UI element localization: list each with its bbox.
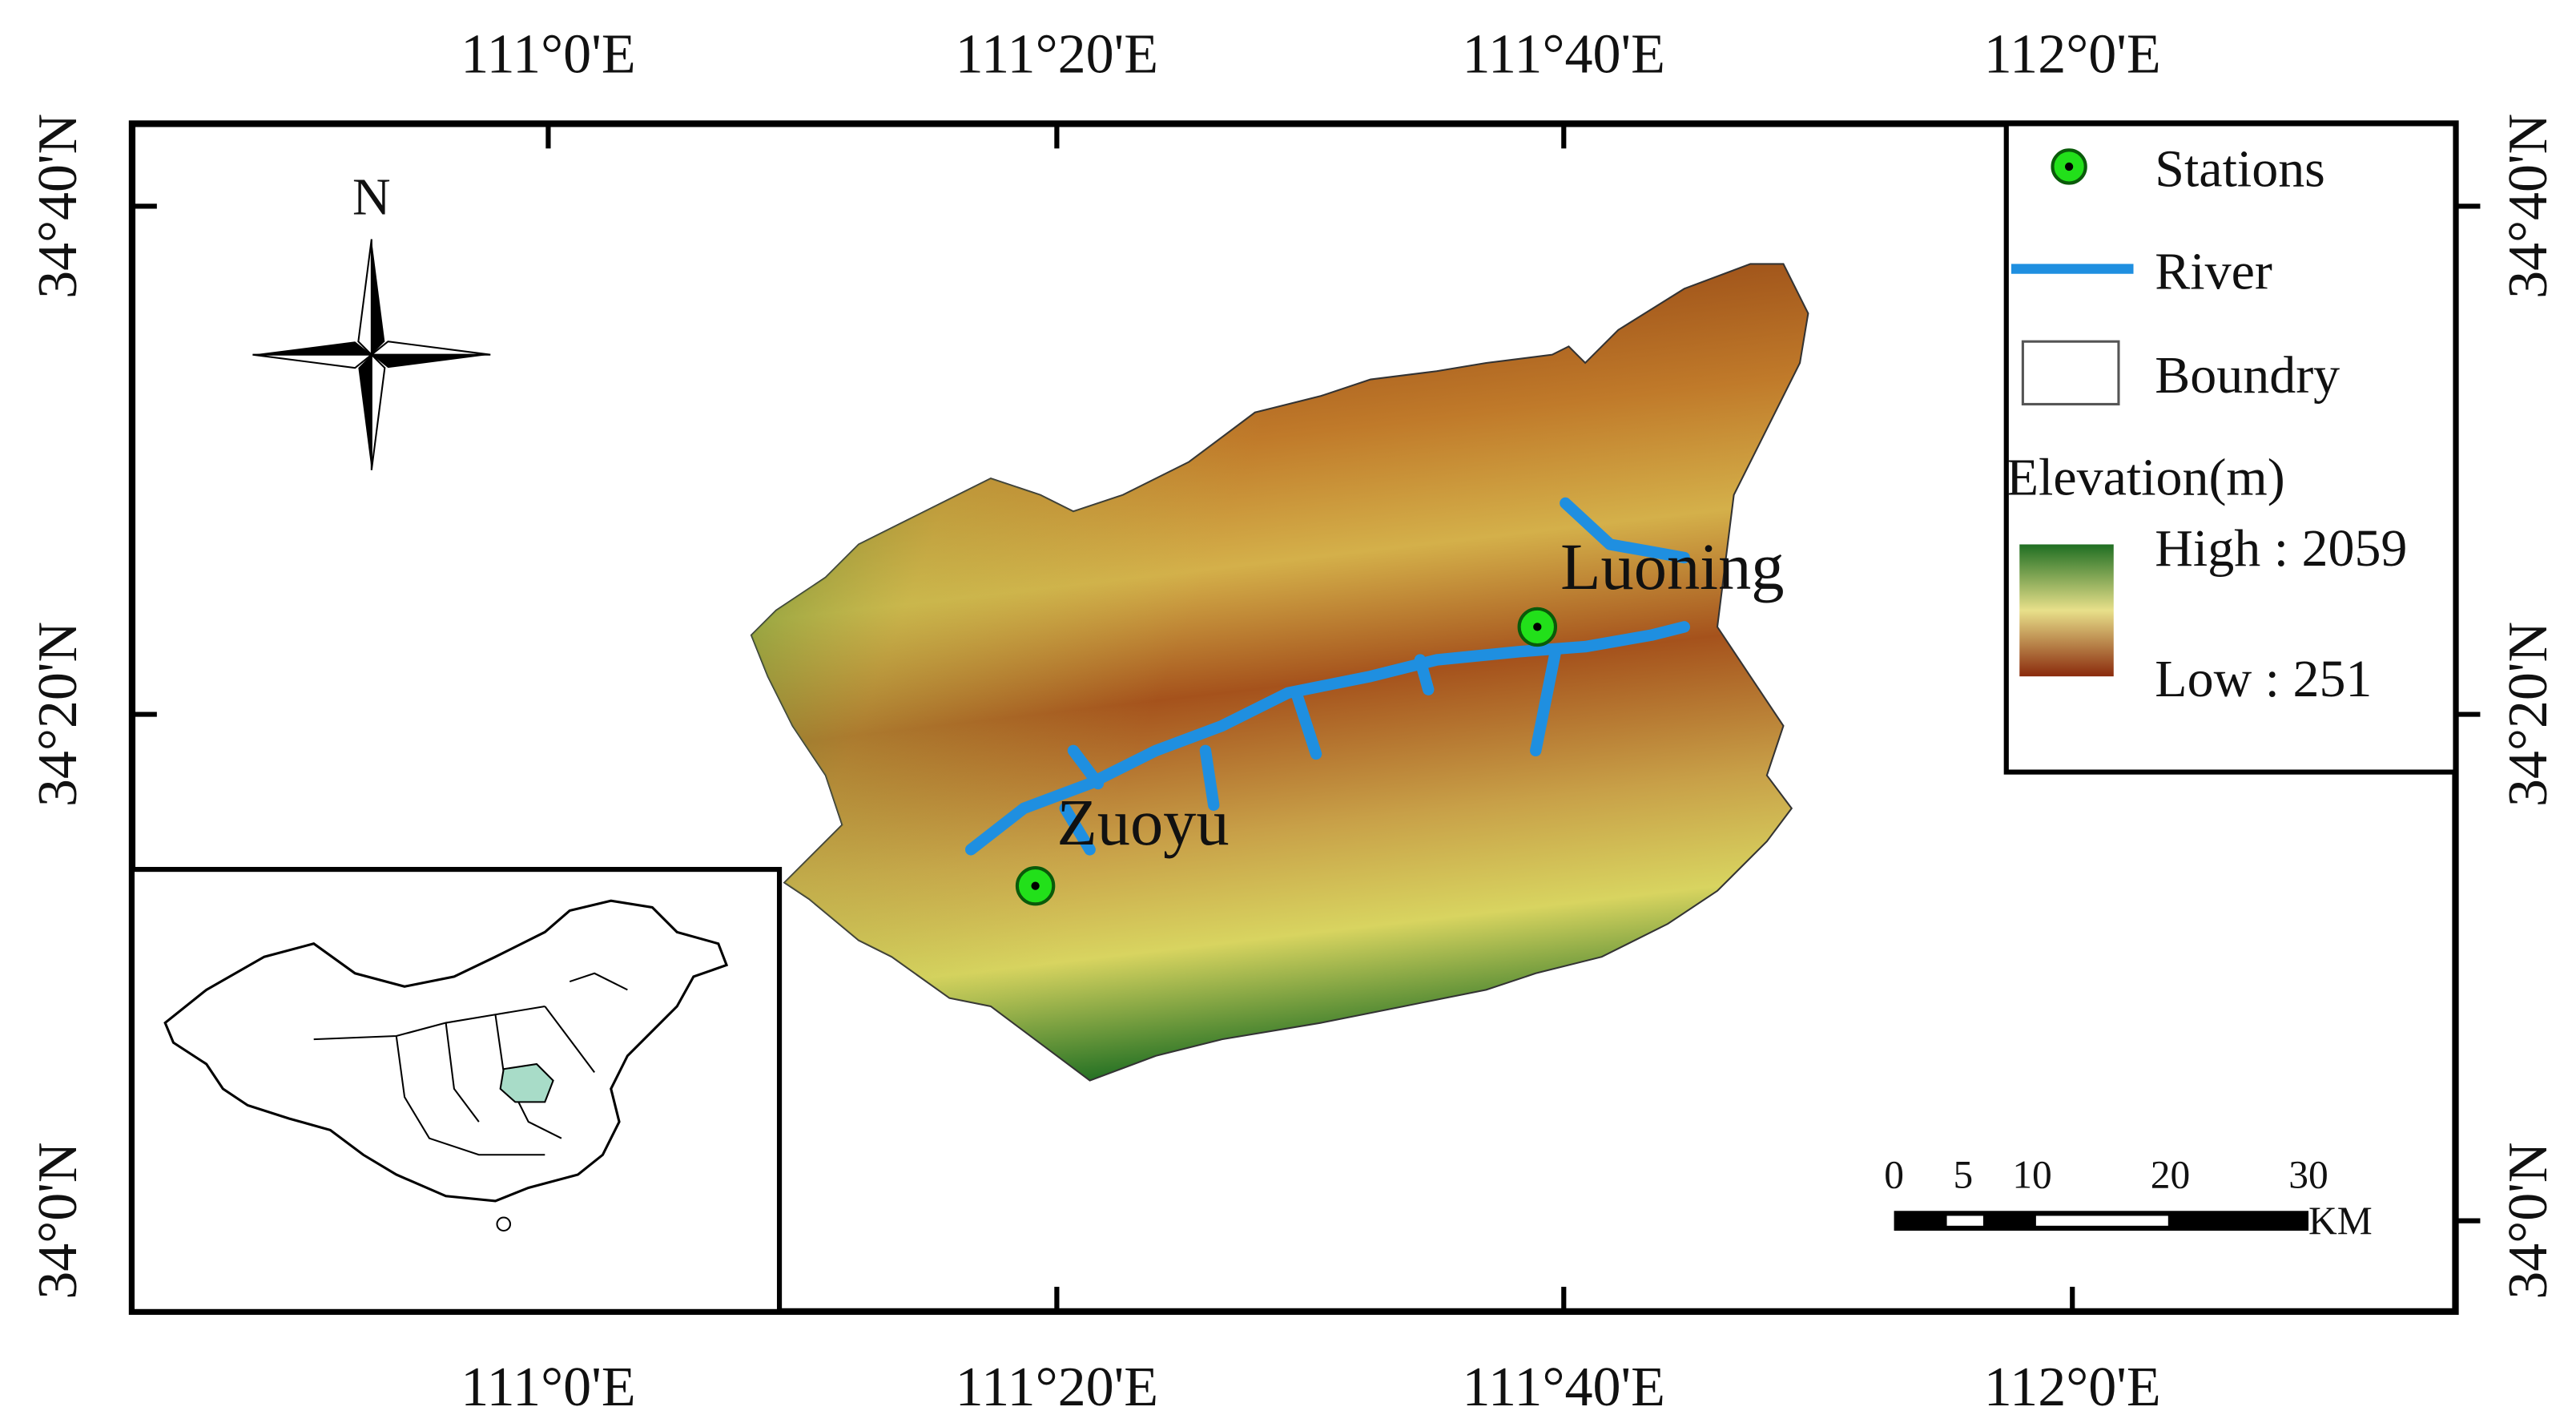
x-tick-label: 111°40'E	[1463, 24, 1665, 86]
river-tributary	[1290, 687, 1322, 760]
y-tick-label: 34°0'N	[27, 1143, 89, 1300]
tick-marks	[131, 123, 2481, 1312]
north-label: N	[352, 168, 391, 227]
x-tick-label: 112°0'E	[1984, 24, 2161, 86]
x-tick-label: 112°0'E	[1984, 1356, 2161, 1418]
y-tick-label: 34°40'N	[27, 114, 89, 299]
river-tributary	[1560, 497, 1690, 564]
inset-highlight	[499, 1062, 554, 1103]
river	[964, 497, 1690, 856]
station-dot	[1533, 623, 1542, 631]
legend-label: Stations	[2155, 140, 2325, 199]
y-tick-label: 34°40'N	[2498, 114, 2559, 299]
y-tick-label: 34°0'N	[2498, 1143, 2559, 1300]
legend-label: High : 2059	[2155, 519, 2407, 578]
station-label: Zuoyu	[1057, 786, 1229, 859]
scale-label: 30	[2288, 1152, 2328, 1196]
station-label: Luoning	[1560, 530, 1784, 603]
basin-shade	[751, 264, 1809, 1081]
legend-boundary-box	[2021, 340, 2120, 405]
scale-unit: KM	[2308, 1199, 2373, 1243]
legend-label: Low : 251	[2155, 650, 2372, 708]
x-tick-label: 111°0'E	[461, 1356, 635, 1418]
basin	[750, 263, 1809, 1082]
north-arrow: N	[252, 168, 491, 470]
inset-provinces	[313, 972, 628, 1156]
river-tributary	[1414, 654, 1435, 695]
station-dot	[1031, 881, 1040, 890]
river-main	[964, 621, 1690, 856]
inset-island	[496, 1216, 512, 1232]
river-tributary	[1059, 802, 1096, 856]
legend-title: Elevation(m)	[2006, 449, 2285, 507]
legend-station-dot	[2064, 162, 2074, 171]
stations: Luoning Zuoyu	[1015, 530, 1785, 906]
scale-bar-segment	[1946, 1215, 1983, 1226]
x-tick-label: 111°20'E	[956, 24, 1158, 86]
legend: Stations River Boundry Elevation(m) High…	[2003, 121, 2458, 775]
x-tick-label: 111°0'E	[461, 24, 635, 86]
scale-label: 0	[1884, 1152, 1904, 1196]
scale-bar: KM 0 5 10 20 30	[1884, 1152, 2373, 1243]
x-tick-label: 111°40'E	[1463, 1356, 1665, 1418]
x-tick-label: 111°20'E	[956, 1356, 1158, 1418]
legend-label: Boundry	[2155, 346, 2340, 405]
x-tick-labels: 111°0'E 111°20'E 111°40'E 112°0'E 111°0'…	[461, 24, 2161, 1419]
scale-bar-segment	[2035, 1215, 2168, 1226]
river-tributary	[1067, 744, 1105, 790]
scale-label: 5	[1953, 1152, 1973, 1196]
scale-label: 10	[2012, 1152, 2051, 1196]
river-tributary	[1530, 646, 1562, 757]
y-tick-label: 34°20'N	[2498, 622, 2559, 807]
y-tick-label: 34°20'N	[27, 622, 89, 807]
y-tick-labels: 34°40'N 34°20'N 34°0'N 34°40'N 34°20'N 3…	[27, 114, 2559, 1300]
legend-label: River	[2155, 242, 2272, 300]
legend-elevation-ramp	[2019, 544, 2114, 677]
scale-label: 20	[2151, 1152, 2190, 1196]
river-tributary	[1199, 744, 1220, 811]
inset-map	[129, 866, 783, 1314]
